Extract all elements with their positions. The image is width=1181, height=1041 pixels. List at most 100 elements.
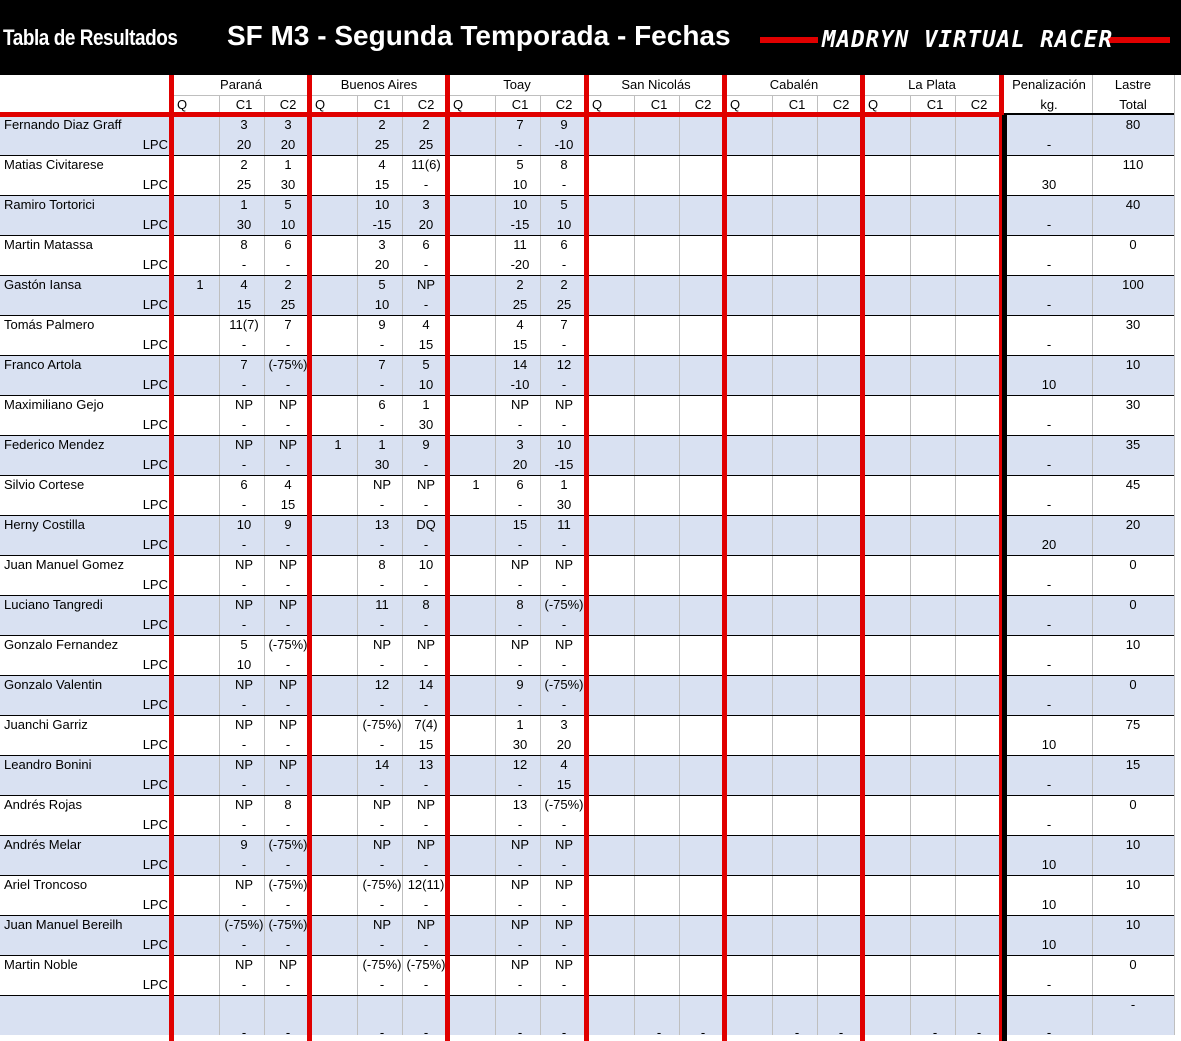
result-cell: 11(6) — [411, 157, 441, 172]
points-row-label: LPC — [142, 657, 168, 672]
ballast-cell: 10 — [1125, 637, 1141, 652]
result-cell: 9 — [560, 117, 568, 132]
points-row-label: LPC — [142, 617, 168, 632]
result-cell — [451, 115, 501, 135]
points-cell: 20 — [236, 137, 252, 152]
points-row-label: LPC — [142, 697, 168, 712]
driver-name: Andrés Rojas — [4, 797, 83, 812]
points-cell: -10 — [510, 377, 530, 392]
penalty-cell: - — [1046, 417, 1052, 432]
points-cell: - — [561, 417, 567, 432]
points-cell: - — [517, 857, 523, 872]
points-cell: - — [561, 817, 567, 832]
result-cell: 7 — [240, 357, 248, 372]
points-cell — [313, 135, 363, 155]
points-cell — [451, 375, 501, 395]
footer-cell — [313, 1023, 357, 1041]
result-cell: (-75%) — [268, 357, 308, 372]
points-cell: 25 — [280, 297, 296, 312]
result-cell: 7 — [378, 357, 386, 372]
result-cell: NP — [554, 837, 574, 852]
points-cell: - — [285, 457, 291, 472]
footer-penalty-cell: - — [1046, 1025, 1052, 1040]
points-cell: - — [285, 777, 291, 792]
result-cell: NP — [234, 677, 254, 692]
points-cell — [313, 455, 363, 475]
session-label: C2 — [555, 97, 573, 112]
points-cell: - — [517, 497, 523, 512]
points-cell: - — [561, 937, 567, 952]
points-cell: 30 — [280, 177, 296, 192]
points-cell: - — [241, 857, 247, 872]
result-cell — [313, 155, 363, 175]
result-cell — [313, 195, 363, 215]
result-cell: 9 — [516, 677, 524, 692]
points-cell: - — [561, 177, 567, 192]
driver-name: Franco Artola — [4, 357, 82, 372]
points-cell: - — [379, 657, 385, 672]
result-cell: 11 — [513, 237, 527, 252]
result-cell: 10 — [512, 197, 528, 212]
event-name: La Plata — [908, 77, 956, 92]
result-cell: 3 — [560, 717, 568, 732]
result-cell: (-75%) — [268, 637, 308, 652]
result-cell: (-75%) — [362, 717, 402, 732]
points-cell: - — [423, 617, 429, 632]
result-cell: 2 — [422, 117, 430, 132]
points-cell: 15 — [556, 777, 572, 792]
driver-name: Luciano Tangredi — [4, 597, 103, 612]
result-cell: 5 — [560, 197, 568, 212]
points-cell: - — [379, 937, 385, 952]
points-row-label: LPC — [142, 297, 168, 312]
points-cell: 10 — [418, 377, 434, 392]
footer-cell: - — [794, 1025, 800, 1040]
result-cell — [451, 435, 501, 455]
points-cell: - — [241, 817, 247, 832]
driver-name: Martin Matassa — [4, 237, 93, 252]
result-cell: 10 — [556, 437, 572, 452]
points-cell: - — [241, 337, 247, 352]
points-cell — [313, 335, 363, 355]
points-cell: - — [285, 697, 291, 712]
points-cell: 15 — [512, 337, 528, 352]
points-cell: - — [241, 497, 247, 512]
result-cell: NP — [234, 957, 254, 972]
penalty-red-separator — [999, 75, 1004, 1041]
driver-name: Gonzalo Fernandez — [4, 637, 119, 652]
points-cell: - — [517, 537, 523, 552]
points-cell — [451, 415, 501, 435]
points-cell — [175, 775, 225, 795]
ballast-cell: 20 — [1125, 517, 1141, 532]
session-label: C1 — [926, 97, 944, 112]
result-cell: 1 — [560, 477, 568, 492]
result-cell: NP — [234, 877, 254, 892]
result-cell: 1 — [378, 437, 386, 452]
points-cell: - — [241, 457, 247, 472]
result-cell: 6 — [378, 397, 386, 412]
session-label: C1 — [788, 97, 806, 112]
result-cell: (-75%) — [268, 837, 308, 852]
driver-name: Federico Mendez — [4, 437, 105, 452]
points-cell: 30 — [556, 497, 572, 512]
points-cell — [175, 535, 225, 555]
driver-name: Juan Manuel Gomez — [4, 557, 124, 572]
points-cell: - — [241, 577, 247, 592]
ballast-cell: 45 — [1125, 477, 1141, 492]
result-cell: 4 — [284, 477, 292, 492]
result-cell: 9 — [378, 317, 386, 332]
result-cell: (-75%) — [268, 877, 308, 892]
points-cell: 20 — [280, 137, 296, 152]
points-cell: - — [517, 777, 523, 792]
points-cell — [451, 975, 501, 995]
ballast-cell: 30 — [1125, 317, 1141, 332]
points-cell — [451, 455, 501, 475]
result-cell — [451, 275, 501, 295]
points-cell: - — [561, 857, 567, 872]
result-cell — [175, 715, 225, 735]
result-cell: NP — [554, 637, 574, 652]
points-cell — [175, 815, 225, 835]
points-row-label: LPC — [142, 217, 168, 232]
result-cell — [451, 515, 501, 535]
points-cell: - — [285, 817, 291, 832]
points-cell: - — [379, 897, 385, 912]
